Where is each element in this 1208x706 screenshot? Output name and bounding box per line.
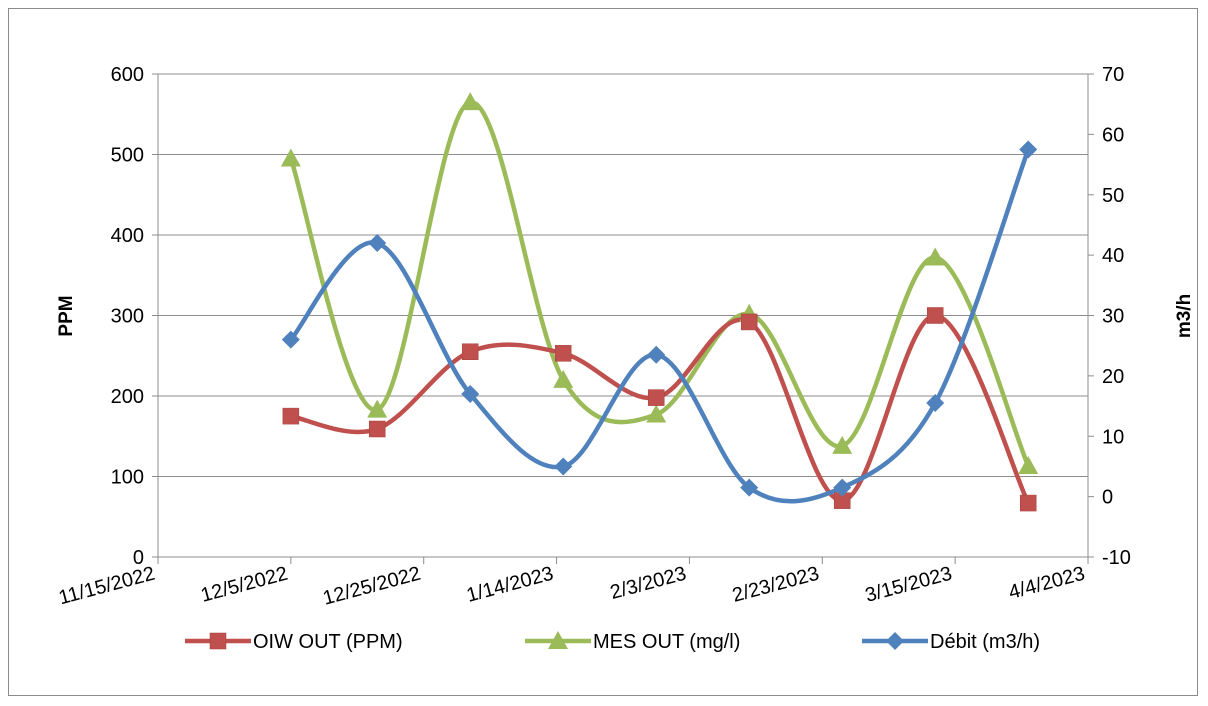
data-point-mes xyxy=(832,435,853,454)
data-point-oiw xyxy=(368,420,386,438)
data-point-debit xyxy=(926,394,945,413)
data-point-mes xyxy=(280,148,301,167)
x-tick-label: 12/5/2022 xyxy=(199,563,291,607)
data-point-mes xyxy=(553,369,574,388)
y-left-tick-label: 600 xyxy=(111,64,144,86)
y-right-tick-label: 70 xyxy=(1102,64,1124,86)
series-line-mes xyxy=(288,99,1031,469)
data-point-debit xyxy=(461,384,480,403)
legend-item-oiw: OIW OUT (PPM) xyxy=(185,631,403,653)
y-right-tick-label: 0 xyxy=(1102,487,1113,509)
data-point-oiw xyxy=(282,407,300,425)
x-tick-label: 11/15/2022 xyxy=(56,563,157,610)
data-point-debit xyxy=(368,234,387,253)
x-tick-label: 2/3/2023 xyxy=(608,563,689,604)
data-point-debit xyxy=(554,457,573,476)
data-point-oiw xyxy=(926,307,944,324)
data-point-debit xyxy=(1019,140,1038,159)
legend-marker-debit xyxy=(886,632,904,650)
axes: 0 100 200 300 400 500 600 -10 0 10 20 30 40 50 60 70 11/… xyxy=(56,64,1131,610)
legend-label-mes: MES OUT (mg/l) xyxy=(593,631,740,653)
y-right-tick-label: 10 xyxy=(1102,426,1124,448)
data-point-oiw xyxy=(647,389,665,406)
gridlines xyxy=(158,73,1088,477)
y-left-tick-label: 0 xyxy=(133,547,144,569)
y-left-tick-label: 200 xyxy=(111,386,144,408)
data-point-mes xyxy=(460,92,481,111)
x-tick-label: 12/25/2022 xyxy=(321,563,423,610)
data-point-oiw xyxy=(554,345,572,362)
data-point-mes xyxy=(646,404,667,423)
y-left-tick-label: 400 xyxy=(111,225,144,247)
data-point-debit xyxy=(281,330,300,349)
data-point-mes xyxy=(1018,456,1039,475)
data-point-oiw xyxy=(740,313,758,331)
y-right-tick-label: 30 xyxy=(1102,306,1124,328)
x-tick-label: 2/23/2023 xyxy=(730,563,822,607)
chart-frame xyxy=(8,8,1198,696)
y-right-tick-label: 20 xyxy=(1102,366,1124,388)
y-right-tick-label: 40 xyxy=(1102,245,1124,267)
data-point-debit xyxy=(833,478,852,497)
series-lines xyxy=(288,99,1031,506)
series-line-debit xyxy=(288,147,1031,504)
x-tick-label: 3/15/2023 xyxy=(863,563,955,607)
x-tick-label: 4/4/2023 xyxy=(1006,563,1087,604)
x-tick-label: 1/14/2023 xyxy=(464,563,556,607)
y-axis-right-title: m3/h xyxy=(1174,294,1195,338)
legend-item-debit: Débit (m3/h) xyxy=(862,631,1040,653)
data-point-mes xyxy=(367,399,388,418)
y-right-tick-label: 50 xyxy=(1102,185,1124,207)
legend-marker-oiw xyxy=(209,632,227,650)
data-point-debit xyxy=(647,345,666,364)
y-left-tick-label: 300 xyxy=(111,306,144,328)
legend-label-debit: Débit (m3/h) xyxy=(930,631,1040,653)
y-left-tick-label: 100 xyxy=(111,467,144,489)
legend-label-oiw: OIW OUT (PPM) xyxy=(253,631,403,653)
legend: OIW OUT (PPM) MES OUT (mg/l) Débit (m3/h) xyxy=(185,631,1040,653)
legend-item-mes: MES OUT (mg/l) xyxy=(525,631,740,653)
y-right-tick-label: 60 xyxy=(1102,124,1124,146)
data-point-oiw xyxy=(1019,494,1037,512)
data-point-mes xyxy=(925,247,946,266)
series-markers xyxy=(280,92,1039,512)
data-point-oiw xyxy=(461,343,479,360)
y-right-tick-label: -10 xyxy=(1102,547,1131,569)
data-point-debit xyxy=(740,478,759,497)
legend-marker-mes xyxy=(548,631,568,649)
y-axis-left-title: PPM xyxy=(56,295,77,336)
y-left-tick-label: 500 xyxy=(111,145,144,167)
